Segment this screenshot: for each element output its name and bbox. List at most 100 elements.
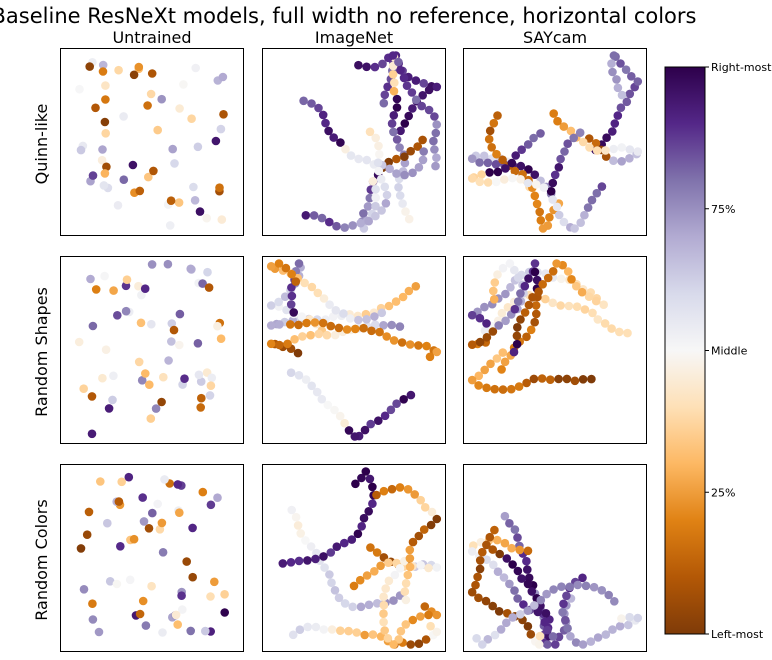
scatter-point: [103, 518, 112, 528]
panel-frame: [463, 48, 647, 236]
scatter-point: [529, 374, 539, 384]
scatter-point: [146, 414, 156, 423]
scatter-point: [418, 91, 428, 100]
scatter-point: [375, 150, 384, 159]
scatter-point: [88, 599, 97, 608]
scatter-point: [138, 596, 148, 606]
scatter-point: [554, 210, 564, 220]
scatter-point: [531, 301, 541, 310]
scatter-point: [294, 556, 304, 566]
scatter-point: [534, 287, 543, 297]
scatter-point: [480, 365, 490, 375]
scatter-point: [360, 425, 370, 435]
scatter-point: [306, 542, 316, 551]
scatter-point: [314, 329, 324, 339]
scatter-point: [374, 166, 384, 176]
scatter-point: [524, 274, 533, 283]
scatter-point: [306, 330, 315, 340]
scatter-point: [380, 182, 390, 192]
scatter-point: [586, 637, 596, 646]
scatter-point: [523, 565, 532, 574]
scatter-point: [113, 311, 122, 320]
scatter-point: [173, 620, 182, 629]
scatter-point: [541, 294, 550, 304]
scatter-point: [101, 95, 110, 104]
scatter-point: [294, 371, 304, 380]
scatter-point: [340, 223, 350, 232]
scatter-point: [502, 618, 511, 628]
scatter-point: [424, 105, 434, 115]
scatter-point: [503, 303, 513, 312]
scatter-point: [362, 155, 372, 165]
scatter-point: [551, 640, 560, 649]
scatter-point: [475, 337, 485, 347]
scatter-point: [548, 632, 558, 641]
scatter-point: [492, 177, 501, 187]
scatter-point: [489, 286, 498, 296]
scatter-point: [425, 352, 435, 362]
scatter-point: [569, 133, 578, 143]
scatter-point: [616, 103, 626, 112]
scatter-point: [382, 332, 392, 341]
scatter-point: [406, 390, 416, 400]
scatter-point: [416, 495, 426, 505]
scatter-point: [401, 207, 410, 216]
scatter-point: [392, 154, 401, 164]
scatter-point: [609, 51, 619, 60]
scatter-point: [193, 339, 203, 348]
scatter-point: [207, 373, 217, 383]
scatter-point: [625, 145, 635, 154]
scatter-point: [608, 127, 617, 136]
scatter-point: [348, 221, 358, 230]
scatter-point: [91, 103, 100, 113]
scatter-point: [507, 384, 516, 394]
scatter-point: [500, 175, 509, 184]
scatter-point: [552, 202, 562, 212]
scatter-point: [76, 544, 86, 553]
scatter-point: [310, 318, 320, 327]
scatter-point: [625, 612, 634, 622]
scatter-point: [330, 330, 340, 340]
scatter-point: [357, 473, 366, 483]
scatter-point: [134, 281, 143, 291]
scatter-point: [410, 490, 420, 499]
scatter-point: [513, 594, 522, 603]
scatter-point: [395, 322, 405, 331]
scatter-point: [213, 493, 222, 503]
scatter-point: [405, 545, 415, 555]
scatter-point: [101, 345, 111, 355]
scatter-point: [563, 267, 573, 276]
scatter-point: [186, 626, 195, 636]
scatter-point: [274, 259, 284, 268]
scatter-point: [215, 183, 224, 192]
scatter-point: [300, 278, 309, 288]
scatter-point: [593, 633, 603, 642]
scatter-point: [147, 69, 157, 78]
scatter-point: [344, 626, 353, 636]
scatter-point: [615, 621, 625, 631]
scatter-point: [608, 625, 617, 634]
scatter-point: [384, 301, 394, 311]
scatter-point: [392, 135, 402, 144]
scatter-point: [527, 587, 537, 596]
scatter-point: [615, 327, 624, 337]
scatter-point: [275, 320, 284, 329]
scatter-point: [286, 558, 296, 567]
scatter-point: [633, 613, 643, 623]
scatter-point: [530, 191, 540, 201]
scatter-point: [417, 101, 427, 111]
scatter-point: [210, 577, 219, 587]
scatter-point: [432, 563, 442, 572]
colorbar-tick-label: Left-most: [711, 628, 764, 641]
scatter-point: [139, 517, 149, 526]
scatter-point: [319, 625, 329, 634]
scatter-point: [169, 325, 179, 335]
scatter-point: [513, 297, 523, 306]
scatter-point: [573, 580, 582, 590]
scatter-point: [570, 376, 580, 386]
scatter-point: [371, 193, 381, 202]
scatter-point: [121, 306, 131, 316]
scatter-point: [424, 85, 434, 95]
scatter-point: [404, 286, 414, 296]
panel-frame: [463, 256, 647, 444]
